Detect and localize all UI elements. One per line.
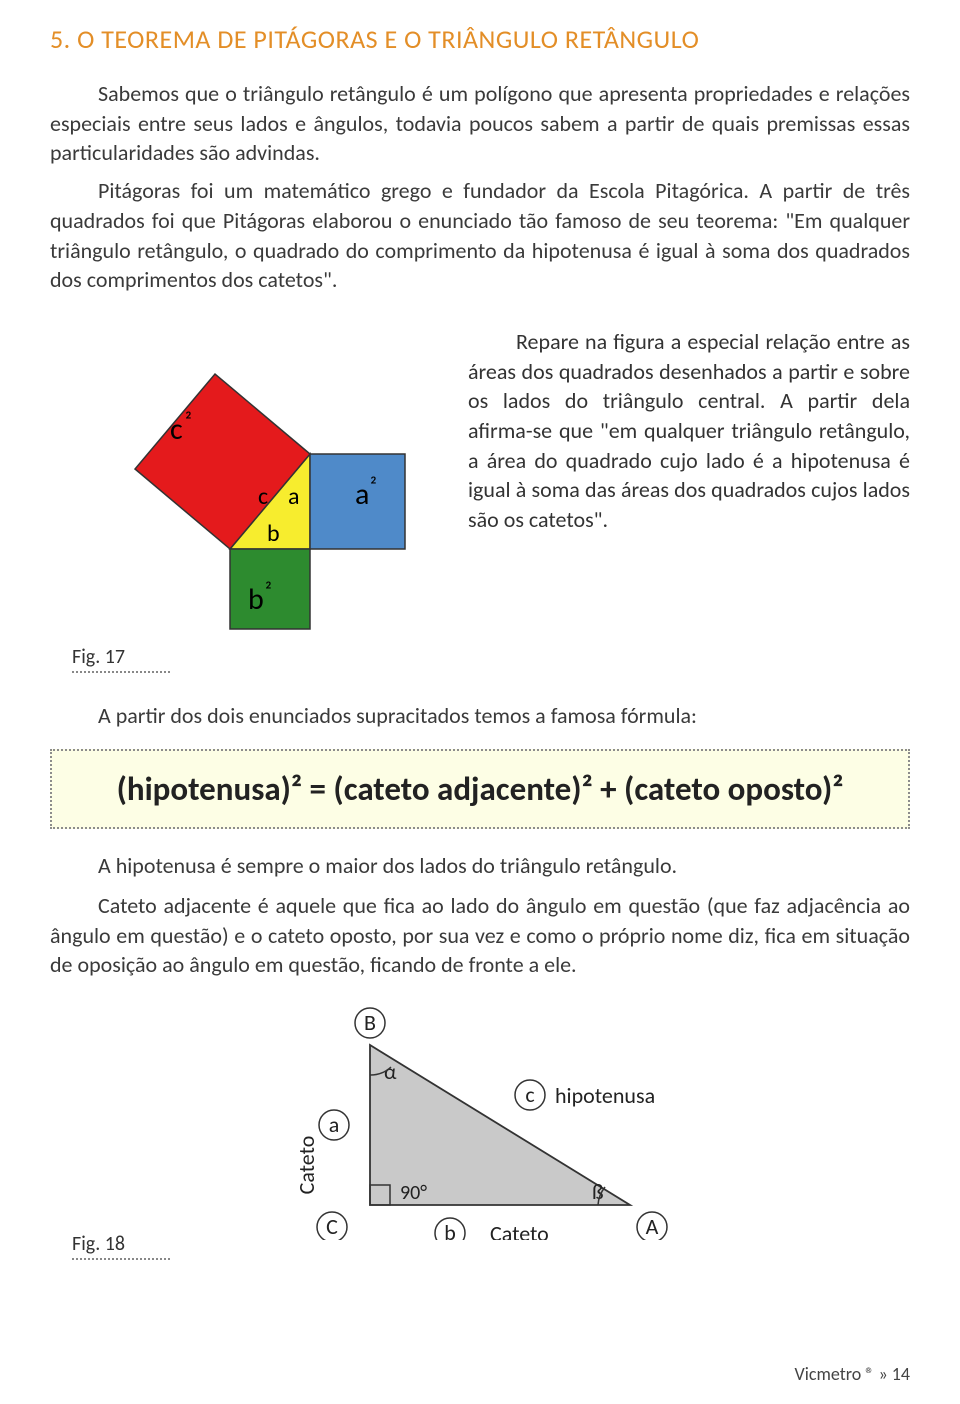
svg-text:b: b — [248, 581, 264, 618]
paragraph-1: Sabemos que o triângulo retângulo é um p… — [50, 79, 910, 168]
section-heading: 5. O TEOREMA DE PITÁGORAS E O TRIÂNGULO … — [50, 22, 910, 57]
svg-text:²: ² — [185, 409, 192, 433]
pythagoras-diagram: c²a²b²cab — [50, 319, 438, 659]
svg-text:Cateto: Cateto — [490, 1220, 549, 1240]
svg-text:90°: 90° — [400, 1181, 427, 1205]
svg-text:A: A — [646, 1213, 659, 1240]
figure-17-row: c²a²b²cab Fig. 17 Repare na figura a esp… — [50, 319, 910, 679]
svg-text:b: b — [444, 1219, 456, 1240]
paragraph-6: Cateto adjacente é aquele que fica ao la… — [50, 891, 910, 980]
svg-text:Cateto: Cateto — [293, 1136, 320, 1195]
paragraph-2: Pitágoras foi um matemático grego e fund… — [50, 176, 910, 295]
svg-text:a: a — [288, 482, 300, 511]
figure-17: c²a²b²cab Fig. 17 — [50, 319, 438, 679]
paragraph-3: Repare na figura a especial relação entr… — [468, 319, 910, 535]
paragraph-5: A hipotenusa é sempre o maior dos lados … — [50, 851, 910, 881]
svg-text:C: C — [326, 1213, 338, 1240]
svg-text:²: ² — [370, 474, 377, 498]
svg-text:c: c — [170, 411, 183, 448]
svg-text:B: B — [364, 1009, 376, 1036]
svg-text:hipotenusa: hipotenusa — [555, 1082, 655, 1109]
figure-18: BCAabcCatetoCatetohipotenusaαß90° Fig. 1… — [50, 990, 910, 1260]
page-footer: Vicmetro ® » 14 — [795, 1362, 911, 1386]
formula-box: (hipotenusa)² = (cateto adjacente)² + (c… — [50, 749, 910, 830]
svg-text:²: ² — [265, 579, 272, 603]
svg-text:c: c — [258, 482, 268, 511]
svg-text:b: b — [267, 519, 280, 548]
paragraph-4: A partir dos dois enunciados supracitado… — [50, 701, 910, 731]
figure-18-label: Fig. 18 — [72, 1231, 170, 1260]
svg-text:a: a — [355, 476, 369, 513]
svg-text:a: a — [329, 1111, 340, 1138]
right-triangle-diagram: BCAabcCatetoCatetohipotenusaαß90° — [280, 990, 760, 1240]
figure-17-label: Fig. 17 — [72, 644, 170, 675]
svg-text:c: c — [525, 1081, 534, 1108]
